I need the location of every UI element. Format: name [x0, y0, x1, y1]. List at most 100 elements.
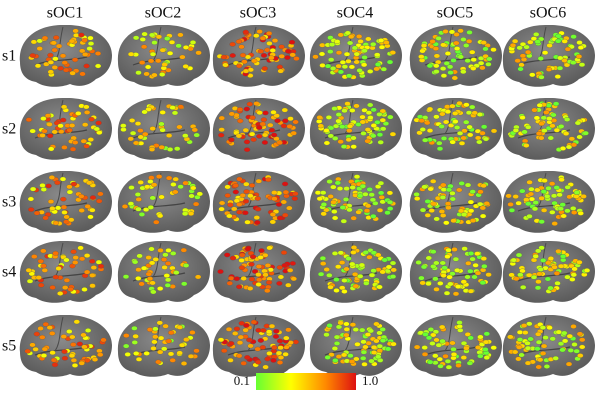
brain: [309, 314, 402, 377]
activation-spot: [333, 277, 340, 282]
activation-spot: [328, 57, 335, 63]
activation-spot: [164, 277, 172, 283]
activation-spot: [292, 119, 299, 125]
activation-spot: [135, 197, 142, 202]
activation-spot: [69, 70, 76, 76]
activation-spot: [467, 251, 475, 256]
activation-spot: [256, 125, 263, 130]
activation-spot: [374, 62, 382, 67]
activation-spot: [490, 128, 498, 134]
sulcus: [152, 99, 162, 135]
activation-spot: [147, 179, 154, 184]
activation-spot: [570, 324, 577, 329]
activation-spot: [378, 44, 386, 50]
row-label: s1: [2, 48, 16, 65]
activation-spot: [152, 334, 159, 340]
activation-spot: [346, 128, 353, 133]
activation-spot: [456, 320, 463, 325]
activation-spot: [527, 39, 534, 45]
activation-spot: [270, 132, 278, 138]
activation-spot: [280, 250, 288, 255]
activation-spot: [276, 338, 284, 344]
activation-spot: [68, 123, 76, 128]
activation-spot: [76, 341, 83, 347]
brain: [117, 97, 210, 160]
activation-spot: [278, 53, 285, 59]
activation-spot: [557, 55, 564, 61]
activation-spot: [540, 258, 547, 263]
activation-spot: [262, 110, 269, 116]
activation-spot: [341, 278, 348, 283]
activation-spot: [328, 42, 336, 47]
activation-spot: [452, 111, 459, 116]
activation-spot: [531, 107, 538, 113]
activation-spot: [149, 280, 156, 286]
activation-spot: [127, 51, 135, 57]
activation-spot: [173, 270, 180, 275]
activation-spot: [432, 46, 440, 51]
activation-spot: [380, 66, 387, 72]
activation-spot: [326, 179, 333, 184]
activation-spot: [517, 272, 524, 278]
activation-spot: [242, 198, 250, 204]
activation-spot: [540, 189, 547, 194]
activation-spot: [228, 137, 235, 143]
activation-spot: [551, 221, 558, 226]
activation-spot: [389, 50, 396, 55]
activation-spot: [339, 205, 346, 210]
activation-spot: [159, 127, 166, 133]
activation-spot: [453, 125, 461, 130]
activation-spot: [435, 36, 442, 41]
activation-spot: [137, 134, 144, 140]
activation-spot: [222, 62, 229, 68]
activation-spot: [333, 341, 341, 346]
activation-spot: [285, 282, 292, 288]
activation-spot: [515, 200, 522, 206]
activation-spot: [143, 71, 150, 77]
activation-spot: [338, 260, 346, 265]
activation-spot: [281, 107, 288, 113]
activation-spot: [174, 146, 181, 152]
activation-spot: [166, 147, 174, 152]
activation-spot: [49, 350, 56, 356]
activation-spot: [320, 211, 327, 217]
activation-spot: [337, 320, 344, 326]
activation-spot: [253, 101, 260, 106]
activation-spot: [83, 269, 91, 275]
activation-spot: [261, 66, 268, 71]
activation-spot: [552, 101, 560, 107]
activation-spot: [445, 364, 453, 370]
activation-spot: [262, 272, 269, 278]
column-label: sOC3: [240, 5, 276, 22]
activation-spot: [84, 328, 92, 333]
activation-spot: [441, 265, 448, 271]
activation-spot: [142, 207, 150, 212]
activation-spot: [242, 29, 249, 35]
activation-spot: [134, 192, 142, 197]
activation-spot: [162, 252, 169, 258]
activation-spot: [229, 41, 236, 47]
activation-spot: [539, 325, 547, 330]
activation-spot: [565, 144, 573, 150]
activation-spot: [552, 355, 559, 361]
activation-spot: [362, 344, 369, 350]
activation-spot: [89, 283, 96, 289]
activation-spot: [180, 247, 187, 253]
activation-spot: [183, 337, 190, 342]
activation-spot: [486, 56, 493, 62]
activation-spot: [261, 140, 269, 145]
activation-spot: [331, 215, 339, 221]
activation-spot: [470, 66, 477, 71]
activation-spot: [541, 50, 549, 56]
activation-spot: [191, 127, 198, 133]
activation-spot: [446, 64, 454, 70]
sulcus: [444, 316, 454, 352]
activation-spot: [268, 323, 276, 329]
activation-spot: [540, 343, 548, 349]
activation-spot: [341, 108, 348, 114]
activation-spot: [151, 40, 158, 45]
activation-spot: [343, 321, 350, 327]
brain: [19, 97, 112, 160]
activation-spot: [550, 193, 558, 199]
activation-spot: [31, 254, 38, 259]
